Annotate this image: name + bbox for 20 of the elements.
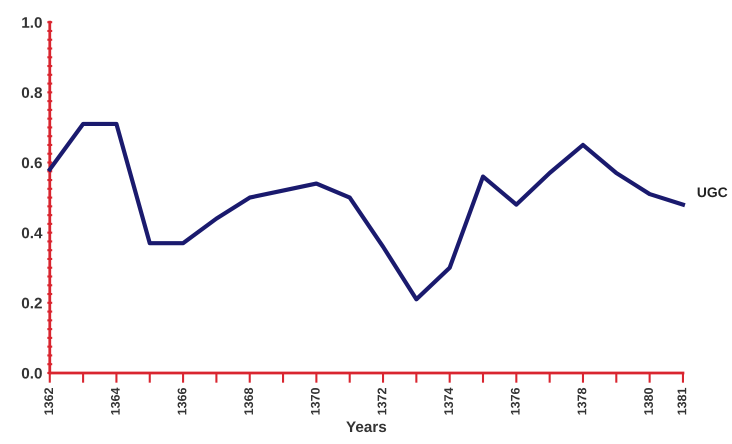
x-tick-label: 1370 — [310, 388, 320, 415]
x-tick-label: 1376 — [510, 388, 520, 415]
series-label: UGC — [698, 187, 728, 198]
line-series — [48, 122, 686, 302]
x-tick-label: 1378 — [577, 388, 586, 415]
x-tick-label: 1362 — [44, 388, 54, 415]
y-tick-label: 0.4 — [22, 228, 42, 238]
x-tick-label: 1364 — [110, 388, 120, 415]
x-tick-label: 1374 — [444, 388, 454, 415]
y-tick-label: 0.8 — [22, 87, 42, 98]
y-tick-label: 0.2 — [22, 298, 42, 308]
x-tick-label: 1380 — [644, 388, 654, 415]
x-axis-title: Years — [346, 421, 386, 432]
x-tick-label: 1366 — [178, 388, 186, 415]
x-tick-label: 1368 — [244, 388, 254, 415]
y-tick-label: 1.0 — [22, 17, 42, 28]
x-tick-label: 1372 — [378, 388, 386, 415]
x-tick-label: 1381 — [677, 388, 686, 415]
y-tick-label: 0.0 — [22, 368, 42, 379]
y-tick-label: 0.6 — [22, 157, 42, 168]
